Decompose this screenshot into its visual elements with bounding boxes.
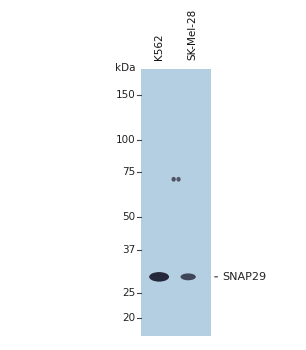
Ellipse shape — [181, 273, 196, 280]
Text: 25: 25 — [122, 288, 135, 298]
Text: kDa: kDa — [115, 63, 135, 73]
Text: K562: K562 — [154, 34, 164, 61]
Text: 37: 37 — [122, 245, 135, 255]
Ellipse shape — [176, 177, 181, 182]
Text: 100: 100 — [116, 135, 135, 145]
Text: 75: 75 — [122, 167, 135, 177]
Text: SK-Mel-28: SK-Mel-28 — [188, 9, 198, 61]
Text: 150: 150 — [116, 90, 135, 100]
Ellipse shape — [149, 272, 169, 282]
Text: 20: 20 — [122, 313, 135, 323]
Ellipse shape — [171, 177, 176, 182]
Text: SNAP29: SNAP29 — [222, 272, 266, 282]
Text: 50: 50 — [122, 211, 135, 222]
Polygon shape — [141, 69, 211, 336]
